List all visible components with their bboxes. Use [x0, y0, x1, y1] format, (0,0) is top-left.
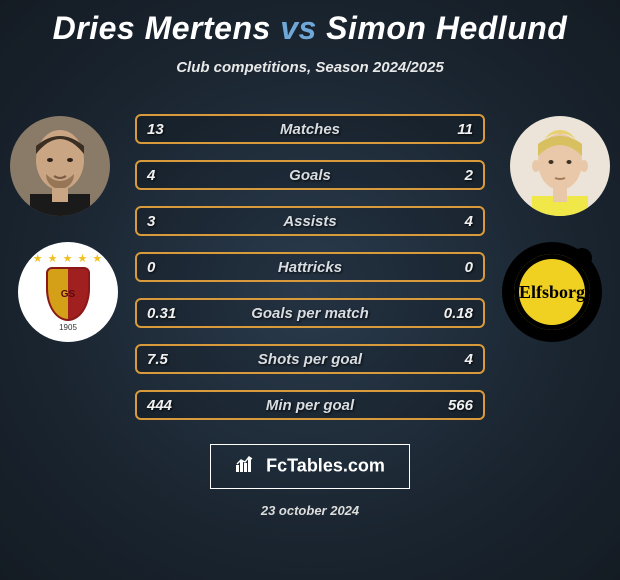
elfsborg-text: Elfsborg [519, 282, 585, 303]
galatasaray-shield-icon: GS [46, 267, 90, 321]
chart-icon [235, 455, 255, 478]
stat-right-value: 2 [465, 167, 473, 184]
stat-row-matches: 13 Matches 11 [135, 114, 485, 144]
stat-label: Shots per goal [137, 351, 483, 368]
stat-row-goals: 4 Goals 2 [135, 160, 485, 190]
stat-label: Goals [137, 167, 483, 184]
stats-table: 13 Matches 11 4 Goals 2 3 Assists 4 0 Ha… [135, 106, 485, 420]
stat-right-value: 0 [465, 259, 473, 276]
stat-right-value: 4 [465, 213, 473, 230]
vs-text: vs [280, 10, 317, 46]
club-left-badge: ★ ★ ★ ★ ★ GS 1905 [18, 242, 118, 342]
player-left-name: Dries Mertens [53, 10, 271, 46]
player-right-avatar [510, 116, 610, 216]
stat-right-value: 11 [457, 121, 473, 138]
stat-row-assists: 3 Assists 4 [135, 206, 485, 236]
stat-right-value: 566 [448, 397, 473, 414]
stat-left-value: 0 [147, 259, 155, 276]
stat-row-shots-per-goal: 7.5 Shots per goal 4 [135, 344, 485, 374]
player-right-name: Simon Hedlund [326, 10, 567, 46]
stat-row-min-per-goal: 444 Min per goal 566 [135, 390, 485, 420]
galatasaray-stars-icon: ★ ★ ★ ★ ★ [33, 252, 104, 265]
stat-row-hattricks: 0 Hattricks 0 [135, 252, 485, 282]
stat-label: Hattricks [137, 259, 483, 276]
stat-left-value: 444 [147, 397, 172, 414]
stat-left-value: 7.5 [147, 351, 168, 368]
club-right-badge: Elfsborg [502, 242, 602, 342]
comparison-title: Dries Mertens vs Simon Hedlund [0, 0, 620, 47]
stat-label: Min per goal [137, 397, 483, 414]
stat-left-value: 0.31 [147, 305, 176, 322]
elfsborg-ball-icon [572, 248, 592, 268]
branding-box: FcTables.com [210, 444, 410, 489]
footer: FcTables.com 23 october 2024 [0, 444, 620, 518]
player-left-avatar [10, 116, 110, 216]
stat-left-value: 3 [147, 213, 155, 230]
branding-text: FcTables.com [266, 455, 385, 475]
stat-left-value: 13 [147, 121, 164, 138]
stat-label: Assists [137, 213, 483, 230]
stat-label: Matches [137, 121, 483, 138]
stat-label: Goals per match [137, 305, 483, 322]
comparison-content: ★ ★ ★ ★ ★ GS 1905 Elfsborg 13 Matches 11… [0, 106, 620, 436]
subtitle: Club competitions, Season 2024/2025 [0, 59, 620, 76]
stat-left-value: 4 [147, 167, 155, 184]
stat-right-value: 4 [465, 351, 473, 368]
club-left-year: 1905 [59, 323, 77, 332]
stat-right-value: 0.18 [444, 305, 473, 322]
footer-date: 23 october 2024 [0, 503, 620, 518]
stat-row-goals-per-match: 0.31 Goals per match 0.18 [135, 298, 485, 328]
